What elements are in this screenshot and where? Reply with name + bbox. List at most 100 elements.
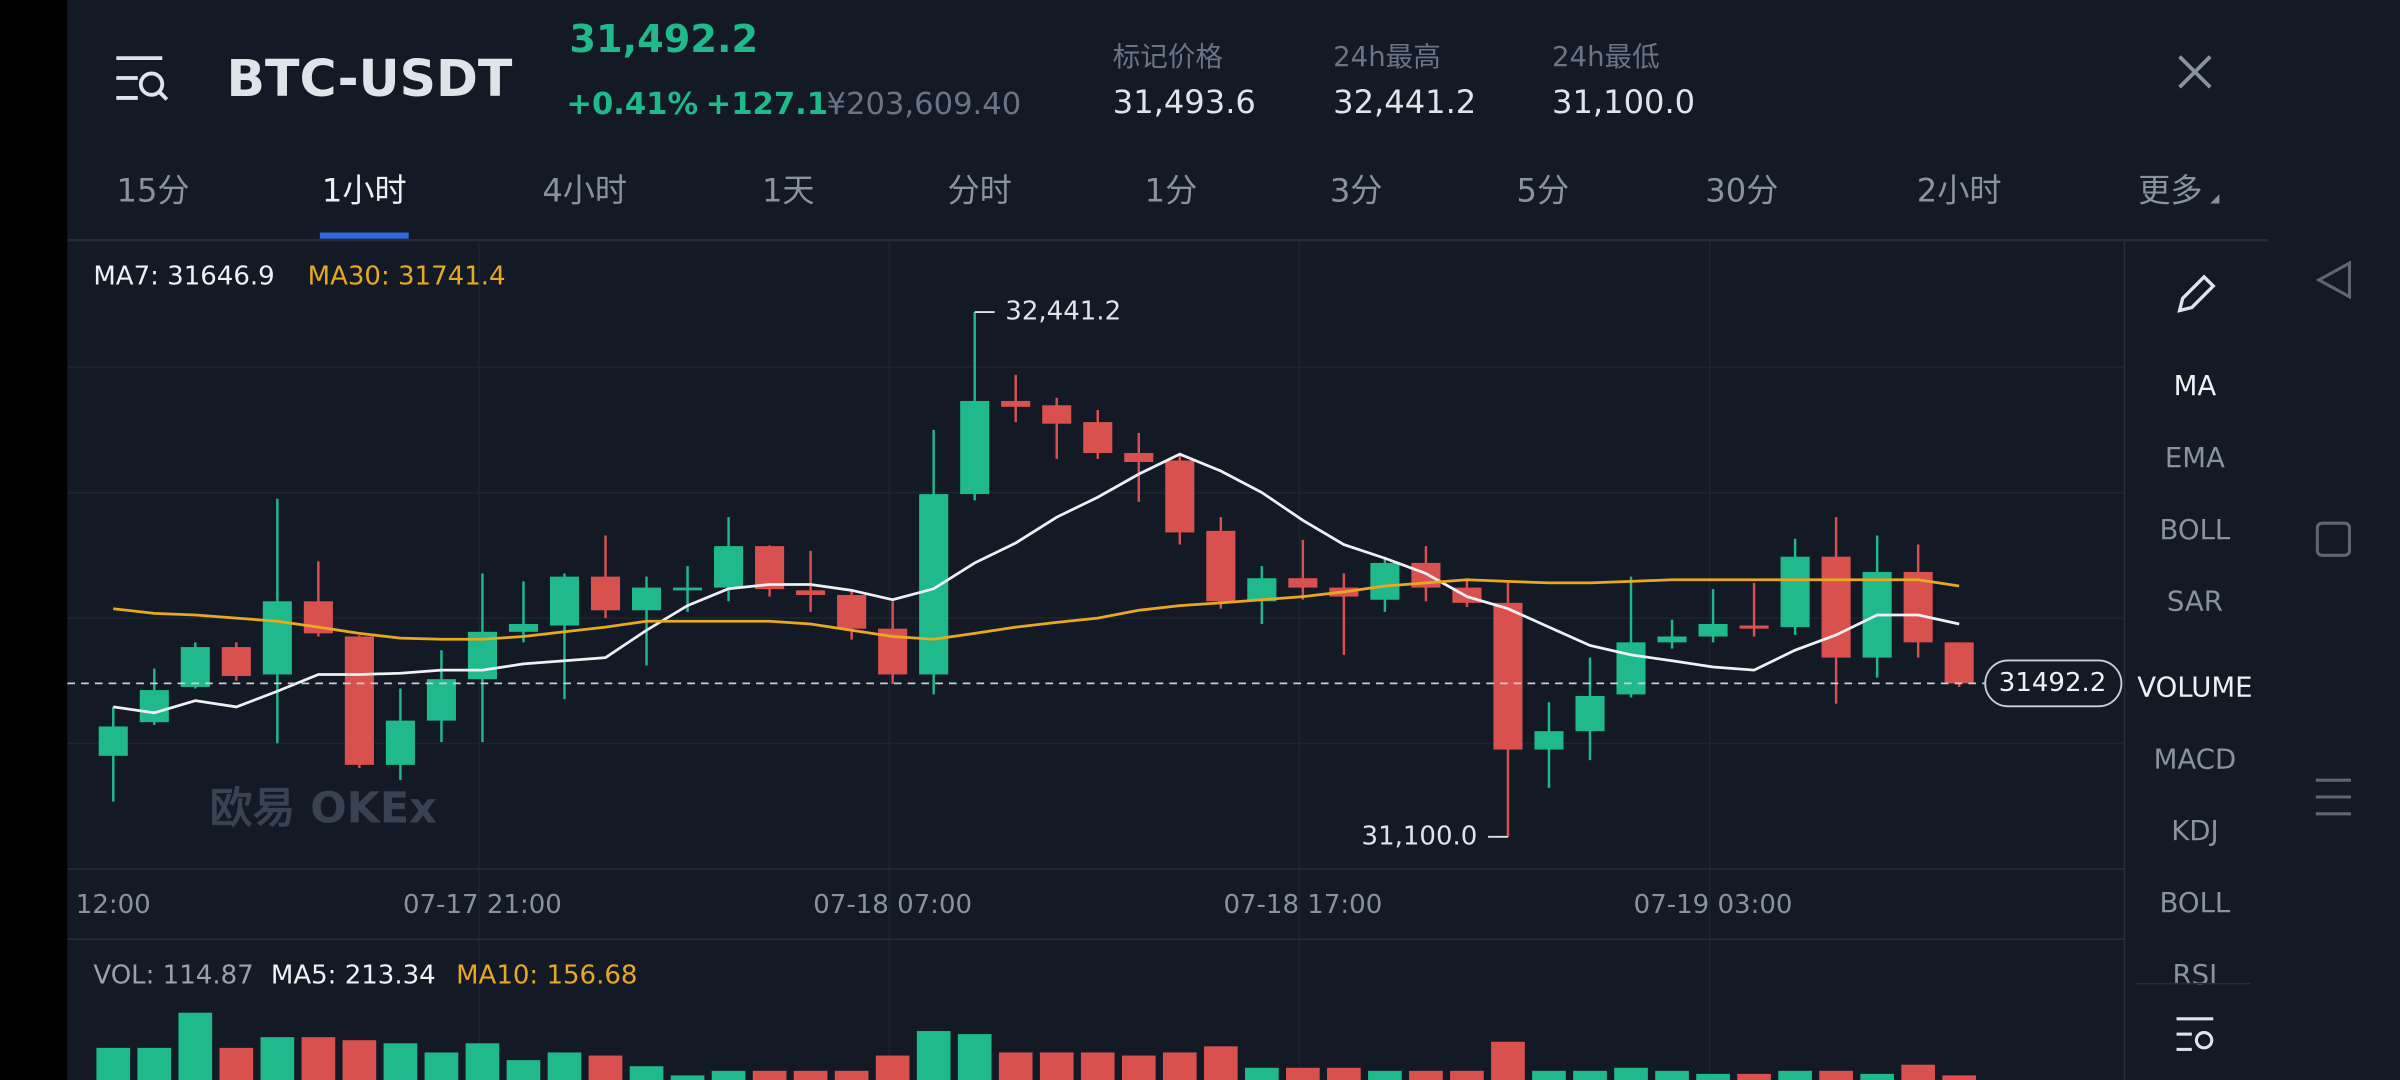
more-arrow <box>2210 194 2220 204</box>
timeframe-tab[interactable]: 4小时 <box>542 172 627 210</box>
indicator-tab[interactable]: EMA <box>2165 442 2225 474</box>
volume-bar <box>342 1040 377 1080</box>
candle-body <box>796 590 826 596</box>
volume-bar <box>1039 1052 1074 1080</box>
indicator-tab[interactable]: BOLL <box>2160 514 2231 546</box>
timeframe-tab[interactable]: 15分 <box>117 172 190 210</box>
nav-back[interactable] <box>2315 260 2352 300</box>
candle-body <box>631 587 662 611</box>
indicator-tab[interactable]: SAR <box>2167 586 2223 618</box>
pencil-shape <box>2177 274 2216 313</box>
stat-label: 24h最低 <box>1552 41 1660 73</box>
volume-bar <box>1286 1067 1320 1080</box>
timeframe-tab[interactable]: 更多 <box>2138 172 2202 210</box>
volume-bar <box>137 1047 172 1080</box>
volume-bar <box>1245 1067 1279 1080</box>
volume-bar <box>424 1052 459 1080</box>
candle-body <box>714 546 744 588</box>
volume-bar <box>1491 1041 1525 1080</box>
pencil-icon[interactable] <box>2177 274 2216 313</box>
candle-body <box>1083 422 1113 454</box>
timeframe-tab[interactable]: 1天 <box>762 172 815 210</box>
volume-legend: VOL: 114.87 <box>93 960 253 990</box>
nav-bar <box>2315 260 2352 816</box>
volume-bar <box>629 1066 664 1080</box>
high-label: 32,441.2 <box>1005 297 1121 327</box>
candle-body <box>919 494 949 675</box>
candle-body <box>1903 571 1933 643</box>
cny-price: ¥203,609.40 <box>827 87 1022 122</box>
stat-value: 31,100.0 <box>1552 83 1695 121</box>
last-price: 31,492.2 <box>569 17 758 62</box>
candle-body <box>837 595 867 629</box>
volume-bar <box>1121 1055 1156 1080</box>
candle-body <box>1575 695 1605 732</box>
candle-body <box>262 601 292 675</box>
timeframe-tab[interactable]: 1小时 <box>322 172 407 210</box>
nav-recent[interactable] <box>2315 778 2352 816</box>
volume-bar <box>1778 1070 1812 1080</box>
left-edge <box>0 0 68 1080</box>
volume-bar <box>1860 1073 1894 1080</box>
volume-bar <box>301 1037 336 1080</box>
timeframe-tab[interactable]: 3分 <box>1330 172 1383 210</box>
timeframe-tab[interactable]: 30分 <box>1705 172 1778 210</box>
volume-bar <box>752 1070 787 1080</box>
candle-body <box>1165 460 1195 533</box>
candle-body <box>549 576 580 626</box>
timeframe-tab[interactable]: 2小时 <box>1917 172 2002 210</box>
volume-bar <box>465 1043 500 1080</box>
volume-bar <box>260 1037 295 1080</box>
timeframe-tab[interactable]: 1分 <box>1145 172 1198 210</box>
volume-bar <box>916 1031 951 1080</box>
change-amount: +127.1 <box>706 87 828 122</box>
indicator-tab[interactable]: MA <box>2174 370 2217 402</box>
volume-bar <box>1080 1052 1115 1080</box>
volume-bar <box>219 1047 254 1080</box>
candle-body <box>139 690 169 723</box>
volume-bar <box>834 1070 869 1080</box>
nav-home[interactable] <box>2315 521 2352 557</box>
timeframe-tab[interactable]: 分时 <box>947 172 1011 210</box>
volume-bar <box>1819 1070 1853 1080</box>
active-tab-underline <box>319 232 409 239</box>
volume-bar <box>670 1075 705 1080</box>
menu-icon[interactable] <box>116 56 169 101</box>
candle-body <box>508 623 539 632</box>
indicator-tab[interactable]: BOLL <box>2160 887 2231 919</box>
indicator-tab[interactable]: VOLUME <box>2137 671 2252 703</box>
x-tick-label: 07-19 03:00 <box>1634 890 1793 920</box>
volume-bar <box>711 1070 746 1080</box>
stat-label: 24h最高 <box>1333 41 1441 73</box>
volume-bar <box>1655 1070 1689 1080</box>
volume-legend: MA5: 213.34 <box>271 960 436 990</box>
x-tick-label: 12:00 <box>76 890 151 920</box>
indicator-cover <box>2127 985 2269 1080</box>
candle-body <box>221 647 251 677</box>
watermark: 欧易 OKEx <box>210 783 437 833</box>
search-handle <box>157 90 169 101</box>
settings-icon[interactable] <box>2176 1017 2214 1051</box>
legend-entry: MA30: 31741.4 <box>308 261 506 291</box>
candle-body <box>1493 602 1523 750</box>
volume-bar <box>178 1012 213 1080</box>
indicator-tab[interactable]: KDJ <box>2171 815 2218 847</box>
price-tag-label: 31492.2 <box>1999 668 2107 698</box>
close-button[interactable] <box>2178 55 2212 89</box>
volume-bar <box>383 1043 418 1080</box>
volume-bar <box>998 1052 1033 1080</box>
volume-bar <box>1614 1067 1648 1080</box>
volume-bar <box>1162 1052 1197 1080</box>
volume-bar <box>506 1060 541 1080</box>
indicator-tab[interactable]: MACD <box>2154 743 2237 775</box>
volume-bar <box>1203 1046 1238 1080</box>
timeframe-tab[interactable]: 5分 <box>1517 172 1570 210</box>
candle-body <box>755 546 785 590</box>
volume-bar <box>1368 1070 1402 1080</box>
candle-body <box>426 679 456 721</box>
change-percent: +0.41% <box>566 87 698 122</box>
ma-line <box>113 452 1960 715</box>
stat-value: 32,441.2 <box>1333 83 1476 121</box>
candle-body <box>1247 578 1277 602</box>
